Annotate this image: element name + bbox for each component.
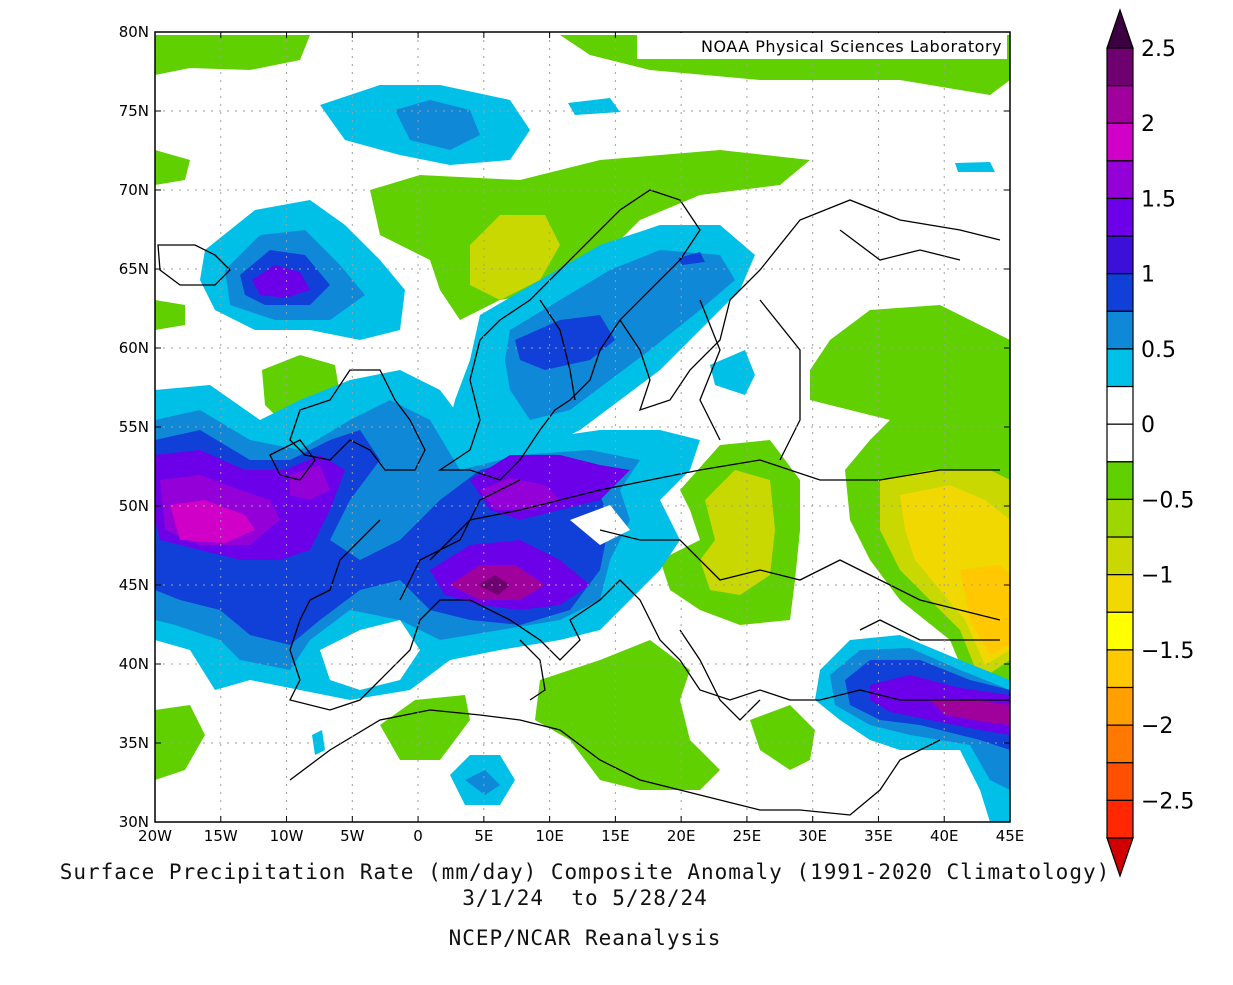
norwegian-sea-wet-peak	[252, 265, 310, 298]
colorbar-swatch	[1106, 762, 1134, 801]
lat-label: 70N	[119, 181, 149, 199]
lat-label: 35N	[119, 734, 149, 752]
eastern-europe-dry-core	[700, 470, 775, 595]
central-europe-wet-peak	[480, 478, 560, 510]
colorbar-swatch	[1106, 423, 1134, 463]
atlantic-dry-spot	[155, 300, 185, 330]
colorbar-swatch	[1106, 461, 1134, 501]
lon-label: 35E	[864, 827, 893, 845]
russia-dry-strong	[960, 565, 1010, 655]
alps-wet-core	[478, 575, 510, 595]
lon-label: 10W	[270, 827, 304, 845]
colorbar-label: −2	[1141, 714, 1173, 739]
colorbar-swatch	[1106, 574, 1134, 613]
scandinavia-wet-strong	[515, 315, 615, 370]
lon-label: 10E	[535, 827, 564, 845]
data-source: NCEP/NCAR Reanalysis	[448, 926, 722, 950]
spain-dry-gap	[320, 620, 420, 690]
lon-label: 45E	[996, 827, 1025, 845]
gridlines	[155, 32, 1010, 822]
atlas-wet-spot	[312, 730, 325, 755]
channel-wet-spot	[290, 465, 330, 500]
lat-label: 75N	[119, 102, 149, 120]
colorbar-label: 0	[1141, 413, 1155, 438]
north-africa-dry-region-east	[535, 640, 720, 790]
lon-label: 5W	[340, 827, 365, 845]
adriatic-dry-gap	[570, 505, 630, 545]
lat-label: 80N	[119, 23, 149, 41]
baltic-wet-spot	[710, 350, 755, 395]
scandinavia-wet-core	[505, 250, 735, 420]
lon-label: 5E	[474, 827, 493, 845]
lat-label: 50N	[119, 497, 149, 515]
colorbar-label: 2.5	[1141, 37, 1176, 62]
colorbar-swatch	[1106, 724, 1134, 764]
atlantic-wet-core-magenta	[170, 500, 255, 543]
colorbar-swatch	[1106, 348, 1134, 388]
barents-wet-spot	[955, 162, 995, 172]
colorbar-swatch	[1106, 536, 1134, 576]
colorbar-label: −2.5	[1141, 789, 1194, 814]
lapland-wet-spot	[678, 252, 705, 265]
map-axes: 20W 15W 10W 5W 0 5E 10E 15E 20E 25E 30E 35E 40E 45E 80…	[119, 23, 1025, 845]
colorbar-swatch	[1106, 197, 1134, 237]
colorbar-label: 2	[1141, 112, 1155, 137]
lon-label: 20W	[138, 827, 172, 845]
credit-text: NOAA Physical Sciences Laboratory	[701, 37, 1002, 56]
iceland-dry-region	[155, 150, 190, 185]
variable-title: Surface Precipitation Rate (mm/day) Comp…	[59, 860, 1111, 884]
date-range: 3/1/24 to 5/28/24	[462, 886, 708, 910]
colorbar-swatch	[1106, 273, 1134, 312]
colorbar-swatch	[1106, 122, 1134, 162]
colorbar-swatch	[1106, 385, 1134, 425]
turkey-wet-core-magenta	[930, 700, 1010, 725]
coastlines	[157, 189, 1010, 816]
colorbar-label: 1	[1141, 263, 1155, 288]
turkey-coast-dry-spot	[750, 705, 815, 770]
arctic-wet-core	[395, 100, 480, 150]
colorbar: 2.5 2 1.5 1 0.5 0 −0.5 −1 −1.5 −2 −2.5	[1106, 8, 1194, 878]
lat-label: 30N	[119, 813, 149, 831]
colorbar-swatch	[1106, 85, 1134, 124]
colorbar-swatch	[1106, 649, 1134, 689]
lat-label: 40N	[119, 655, 149, 673]
colorbar-swatch	[1106, 799, 1134, 839]
colorbar-swatch	[1106, 686, 1134, 726]
lon-label: 15E	[601, 827, 630, 845]
colorbar-swatch	[1106, 235, 1134, 275]
lon-label: 30E	[798, 827, 827, 845]
colorbar-swatch	[1106, 498, 1134, 538]
norway-dry-core	[470, 215, 560, 300]
credit-box: NOAA Physical Sciences Laboratory	[637, 33, 1007, 59]
colorbar-swatch	[1106, 160, 1134, 200]
colorbar-upper-arrow	[1106, 8, 1134, 49]
lon-label: 25E	[733, 827, 762, 845]
colorbar-swatch	[1106, 310, 1134, 350]
colorbar-label: 1.5	[1141, 187, 1176, 212]
colorbar-label: −0.5	[1141, 488, 1194, 513]
lat-label: 60N	[119, 339, 149, 357]
colorbar-label: −1	[1141, 564, 1173, 589]
lon-label: 0	[413, 827, 423, 845]
lat-label: 45N	[119, 576, 149, 594]
colorbar-swatch	[1106, 611, 1134, 651]
lat-label: 65N	[119, 260, 149, 278]
colorbar-label: −1.5	[1141, 639, 1194, 664]
lat-label: 55N	[119, 418, 149, 436]
lon-label: 15W	[204, 827, 238, 845]
colorbar-swatch	[1106, 47, 1134, 87]
colorbar-label: 0.5	[1141, 338, 1176, 363]
lon-label: 40E	[930, 827, 959, 845]
arctic-dry-region	[155, 35, 310, 75]
lon-label: 20E	[667, 827, 696, 845]
north-africa-wet-core	[465, 770, 500, 795]
